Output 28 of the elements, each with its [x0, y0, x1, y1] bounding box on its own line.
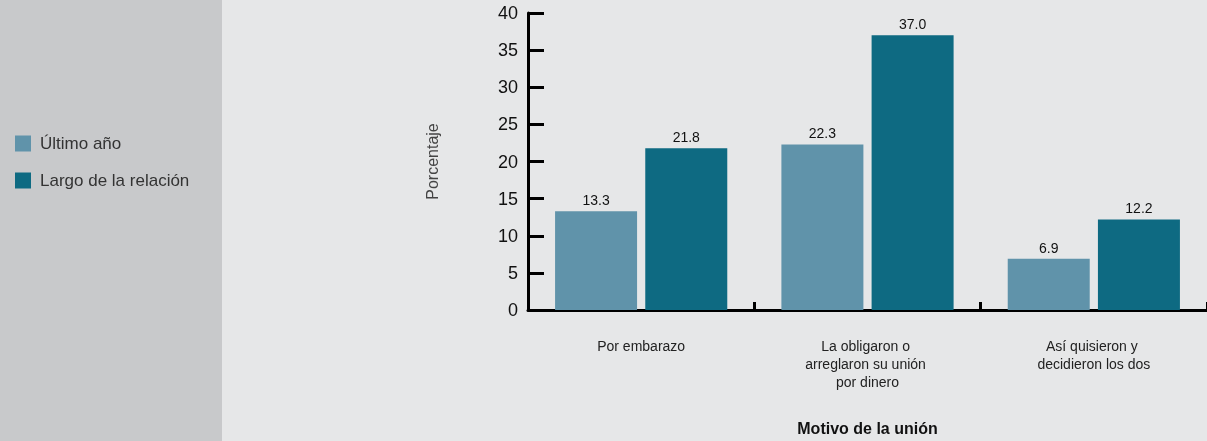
data-label: 13.3 [582, 192, 610, 209]
y-tick-label: 40 [497, 3, 518, 23]
bar [781, 144, 864, 310]
x-tick-label: La obligaron o arreglaron su unión por dinero [805, 338, 930, 390]
y-tick-label: 20 [497, 151, 518, 172]
bar [871, 35, 954, 310]
data-label: 21.8 [672, 129, 701, 146]
y-tick-label: 10 [497, 225, 518, 246]
data-label: 6.9 [1039, 239, 1059, 256]
y-tick-label: 30 [497, 77, 518, 98]
data-label: 37.0 [898, 16, 927, 33]
x-tick-label: Por embarazo [597, 338, 686, 354]
bar [555, 211, 638, 310]
data-label: 12.2 [1125, 200, 1153, 217]
y-tick-label: 35 [497, 40, 518, 61]
y-axis-title: Porcentaje [423, 123, 441, 200]
bar [645, 148, 728, 310]
bar [1097, 219, 1180, 310]
legend-label: Último año [40, 134, 122, 153]
x-tick-label: Así quisieron y decidieron los dos [1037, 338, 1151, 372]
x-axis-title: Motivo de la unión [797, 419, 938, 437]
y-tick-label: 0 [507, 300, 518, 320]
bar [1007, 258, 1090, 310]
legend-label: Largo de la relación [40, 171, 190, 190]
data-label: 22.3 [808, 125, 837, 142]
y-tick-label: 25 [497, 114, 518, 135]
y-tick-label: 15 [497, 188, 518, 209]
y-tick-label: 5 [507, 262, 518, 283]
